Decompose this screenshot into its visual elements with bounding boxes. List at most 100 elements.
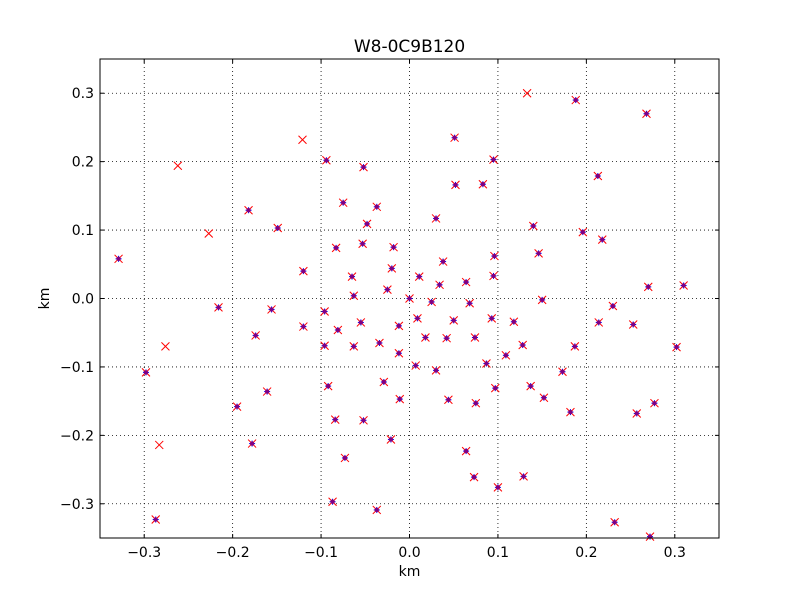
x-marker-stroke <box>298 135 307 145</box>
dot-marker <box>349 274 355 279</box>
dot-marker <box>407 296 412 301</box>
dot-marker <box>440 259 446 264</box>
dot-marker <box>503 353 509 358</box>
dot-marker <box>446 397 451 402</box>
dot-marker <box>681 283 686 288</box>
x-tick-label: −0.3 <box>127 545 161 561</box>
dot-marker <box>374 204 379 210</box>
dot-marker <box>413 363 418 368</box>
dot-marker <box>595 173 601 179</box>
dot-marker <box>521 474 526 479</box>
dot-marker <box>674 344 679 350</box>
dot-marker <box>391 244 396 250</box>
dot-marker <box>652 400 657 406</box>
x-marker <box>204 229 214 238</box>
dot-marker <box>397 396 402 402</box>
dot-marker <box>389 266 395 271</box>
dot-marker <box>600 237 605 242</box>
dot-marker <box>275 225 280 231</box>
dot-marker <box>631 322 636 327</box>
dot-marker <box>361 164 366 170</box>
dot-marker <box>249 441 255 446</box>
dot-marker <box>451 318 456 323</box>
x-tick-label: 0.0 <box>398 545 420 561</box>
dot-marker <box>360 241 365 246</box>
dot-marker <box>364 221 370 227</box>
dot-marker <box>417 274 422 279</box>
y-tick-label: 0.0 <box>72 292 94 308</box>
x-marker <box>298 135 307 145</box>
dot-marker <box>423 335 428 340</box>
dot-marker <box>246 208 251 213</box>
dot-marker <box>472 335 478 340</box>
dot-marker <box>539 297 545 303</box>
dot-marker <box>467 301 472 306</box>
dot-marker <box>531 223 536 229</box>
dot-marker <box>612 520 617 525</box>
x-marker-stroke <box>522 88 532 98</box>
dot-marker <box>646 284 651 290</box>
dot-marker <box>492 253 497 259</box>
x-marker <box>154 440 164 450</box>
x-marker <box>161 342 170 351</box>
dot-marker <box>143 370 149 375</box>
y-tick-label: −0.3 <box>60 497 94 513</box>
dot-marker <box>495 485 501 490</box>
dot-marker <box>491 157 496 162</box>
axis-ticks: −0.3 −0.2 −0.1 0.0 0.1 0.2 0.3 −0.3 −0.2 −0.1 0.0 0… <box>60 59 719 561</box>
dot-marker <box>253 333 258 338</box>
y-tick-label: 0.3 <box>72 86 94 102</box>
dot-marker <box>153 517 158 522</box>
dot-marker <box>484 361 489 366</box>
y-axis-label: km <box>37 288 53 310</box>
x-marker <box>173 161 183 171</box>
dot-marker <box>433 368 439 373</box>
dot-marker <box>388 437 394 442</box>
x-marker-stroke <box>161 342 170 351</box>
y-tick-label: −0.2 <box>60 428 94 444</box>
dot-marker <box>536 251 541 256</box>
x-tick-label: −0.1 <box>304 545 338 561</box>
data-markers <box>114 88 688 541</box>
y-tick-label: 0.1 <box>72 223 94 239</box>
dot-marker <box>330 499 335 504</box>
dot-marker <box>573 97 578 103</box>
x-marker-stroke <box>173 161 183 171</box>
x-axis-label: km <box>399 564 421 580</box>
dot-marker <box>528 383 533 389</box>
dot-marker <box>596 320 601 325</box>
x-marker <box>522 88 532 98</box>
dot-marker <box>463 448 469 454</box>
dot-marker <box>415 316 420 321</box>
dot-marker <box>520 342 525 348</box>
dot-marker <box>351 293 356 298</box>
dot-marker <box>429 299 434 305</box>
dot-marker <box>325 383 331 389</box>
dot-marker <box>568 409 573 415</box>
dot-marker <box>216 305 221 310</box>
dot-marker <box>322 343 327 348</box>
dot-marker <box>396 323 402 329</box>
dot-marker <box>453 182 458 188</box>
dot-marker <box>116 256 121 262</box>
dot-marker <box>644 111 649 116</box>
dot-marker <box>374 507 379 513</box>
dot-marker <box>634 411 639 416</box>
dot-marker <box>444 335 449 341</box>
dot-marker <box>361 418 366 423</box>
dot-marker <box>335 327 341 333</box>
dot-marker <box>473 400 479 406</box>
dot-marker <box>333 245 339 251</box>
dot-marker <box>385 287 390 292</box>
dot-marker <box>463 279 469 285</box>
dot-marker <box>452 135 457 140</box>
dot-marker <box>324 158 329 163</box>
dot-marker <box>322 309 327 314</box>
dot-marker <box>560 369 565 374</box>
dot-marker <box>471 474 477 480</box>
dot-marker <box>489 316 494 321</box>
x-marker-stroke <box>204 229 214 238</box>
x-tick-label: 0.2 <box>575 545 597 561</box>
x-tick-label: 0.1 <box>487 545 509 561</box>
